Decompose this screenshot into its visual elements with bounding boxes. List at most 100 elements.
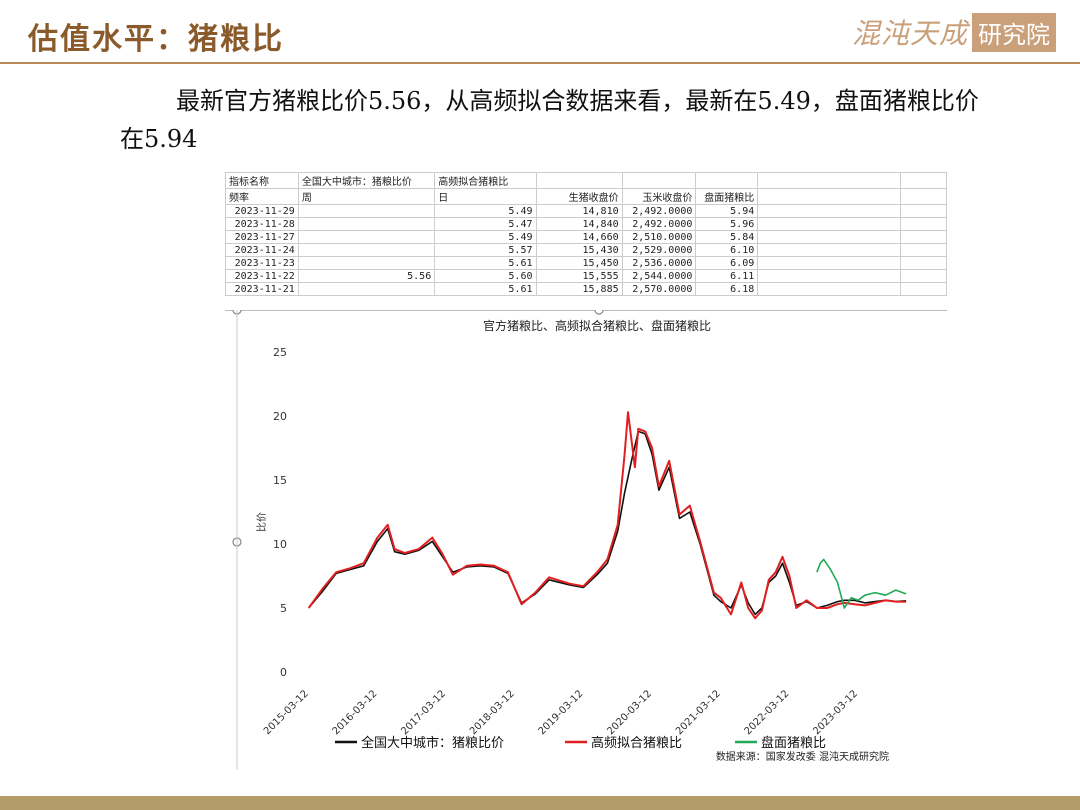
table-empty-cell [900,172,947,189]
table-empty-cell [900,256,947,270]
table-empty-cell [900,243,947,257]
table-empty-cell [900,269,947,283]
series-line [816,558,907,609]
table-cell [297,230,436,244]
y-axis: 0 5 10 15 20 25 [273,346,287,679]
table-header-cell: 盘面猪粮比 [695,188,759,205]
plot-lines [307,411,907,620]
table-empty-cell [757,282,902,296]
x-tick-label: 2020-03-12 [605,688,654,737]
title-divider [0,62,1080,64]
table-cell: 14,660 [535,230,623,244]
table-header-cell: 周 [297,188,436,205]
table-cell: 5.61 [434,282,537,296]
x-tick-label: 2021-03-12 [674,688,723,737]
spreadsheet-snippet: 指标名称 全国大中城市：猪粮比价 高频拟合猪粮比 频率 周 日 生猪收盘价 玉米… [225,172,947,311]
table-cell [297,243,436,257]
chart-source: 数据来源：国家发改委 混沌天成研究院 [716,750,889,763]
table-cell: 2,536.0000 [621,256,697,270]
table-row: 2023-11-29 5.49 14,810 2,492.0000 5.94 [225,204,947,218]
legend: 全国大中城市：猪粮比价 高频拟合猪粮比 盘面猪粮比 [335,735,826,751]
table-cell: 2023-11-24 [225,243,299,257]
table-header-cell: 生猪收盘价 [535,188,623,205]
x-tick-label: 2018-03-12 [468,688,517,737]
table-cell: 2023-11-21 [225,282,299,296]
resize-handle-top-center[interactable] [594,310,604,315]
page-title: 估值水平：猪粮比 [28,22,284,57]
table-empty-cell [757,243,902,257]
table-header-cell [695,172,759,189]
y-tick-label: 10 [273,538,287,551]
table-cell: 2,570.0000 [621,282,697,296]
line-chart: 官方猪粮比、高频拟合猪粮比、盘面猪粮比 比价 0 5 10 15 20 25 2015-0… [232,310,907,770]
table-empty-cell [900,217,947,231]
table-header-cell: 指标名称 [225,172,299,189]
table-empty-cell [900,188,947,205]
table-row: 2023-11-21 5.61 15,885 2,570.0000 6.18 [225,282,947,296]
table-cell [297,204,436,218]
table-cell: 6.18 [695,282,759,296]
table-cell: 2,492.0000 [621,204,697,218]
table-cell: 5.84 [695,230,759,244]
table-cell: 2023-11-27 [225,230,299,244]
legend-label: 盘面猪粮比 [761,735,826,751]
table-cell: 2,510.0000 [621,230,697,244]
legend-label: 全国大中城市：猪粮比价 [361,735,504,751]
y-tick-label: 15 [273,474,287,487]
table-cell: 5.49 [434,230,537,244]
table-row: 2023-11-23 5.61 15,450 2,536.0000 6.09 [225,256,947,270]
table-empty-cell [757,230,902,244]
table-header-row: 频率 周 日 生猪收盘价 玉米收盘价 盘面猪粮比 [225,188,947,205]
table-cell: 5.94 [695,204,759,218]
x-tick-label: 2019-03-12 [537,688,586,737]
table-row: 2023-11-28 5.47 14,840 2,492.0000 5.96 [225,217,947,231]
table-cell: 5.60 [434,269,537,283]
table-cell: 15,885 [535,282,623,296]
summary-text: 最新官方猪粮比价5.56，从高频拟合数据来看，最新在5.49，盘面猪粮比价在5.… [120,87,979,153]
table-cell: 6.09 [695,256,759,270]
table-cell: 14,840 [535,217,623,231]
table-cell: 5.57 [434,243,537,257]
series-line [307,411,907,620]
table-cell [297,217,436,231]
table-header-cell: 玉米收盘价 [621,188,697,205]
x-tick-label: 2017-03-12 [399,688,448,737]
table-cell: 15,450 [535,256,623,270]
table-empty-cell [757,269,902,283]
x-tick-label: 2015-03-12 [262,688,311,737]
table-header-cell: 频率 [225,188,299,205]
y-tick-label: 0 [280,666,287,679]
table-row: 2023-11-24 5.57 15,430 2,529.0000 6.10 [225,243,947,257]
table-cell: 15,555 [535,269,623,283]
table-empty-cell [757,217,902,231]
table-cell: 2023-11-28 [225,217,299,231]
chart-panel: 指标名称 全国大中城市：猪粮比价 高频拟合猪粮比 频率 周 日 生猪收盘价 玉米… [225,172,947,770]
table-empty-cell [757,172,902,189]
table-cell: 5.47 [434,217,537,231]
table-cell: 2023-11-22 [225,269,299,283]
table-empty-cell [900,282,947,296]
table-header-cell: 日 [434,188,537,205]
y-axis-label: 比价 [256,512,268,532]
table-cell: 14,810 [535,204,623,218]
table-cell: 2,529.0000 [621,243,697,257]
x-tick-label: 2022-03-12 [743,688,792,737]
x-tick-label: 2016-03-12 [331,688,380,737]
table-cell [297,256,436,270]
table-cell: 5.49 [434,204,537,218]
logo: 混沌天成 研究院 [852,12,1056,52]
series-line [308,430,907,616]
table-row: 2023-11-27 5.49 14,660 2,510.0000 5.84 [225,230,947,244]
table-cell: 2023-11-29 [225,204,299,218]
table-cell: 6.10 [695,243,759,257]
logo-box: 研究院 [972,12,1056,52]
table-cell: 5.61 [434,256,537,270]
table-cell: 5.56 [297,269,436,283]
table-empty-cell [757,188,902,205]
table-cell: 15,430 [535,243,623,257]
chart-title: 官方猪粮比、高频拟合猪粮比、盘面猪粮比 [483,318,711,333]
x-axis: 2015-03-12 2016-03-12 2017-03-12 2018-03-12… [262,688,860,737]
table-empty-cell [757,204,902,218]
y-tick-label: 5 [280,602,287,615]
y-tick-label: 20 [273,410,287,423]
